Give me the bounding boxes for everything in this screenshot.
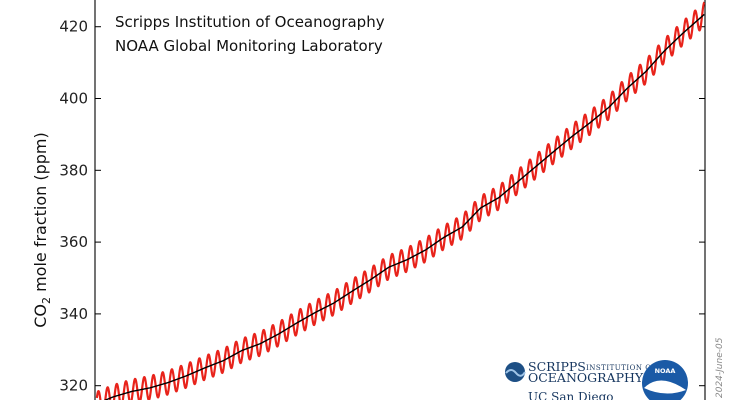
- date-stamp: 2024-June-05: [715, 337, 725, 398]
- noaa-bird-icon: [644, 380, 686, 394]
- scripps-oceanography: OCEANOGRAPHY: [528, 370, 644, 385]
- noaa-text: NOAA: [655, 367, 676, 375]
- y-tick-label: 360: [59, 233, 88, 251]
- y-tick-label: 320: [59, 377, 88, 395]
- y-tick-label: 340: [59, 305, 88, 323]
- credit-line-2: NOAA Global Monitoring Laboratory: [115, 37, 383, 55]
- plot-area: [95, 1, 706, 400]
- y-tick-label: 380: [59, 161, 88, 179]
- credit-line-1: Scripps Institution of Oceanography: [115, 13, 385, 31]
- y-tick-label: 420: [59, 18, 88, 36]
- series-monthly-line: [95, 1, 706, 400]
- scripps-logo: SCRIPPS INSTITUTION OF OCEANOGRAPHY UC S…: [505, 359, 657, 400]
- ucsd-wordmark: UC San Diego: [528, 390, 614, 400]
- noaa-logo: NOAA: [642, 360, 688, 400]
- y-axis-label: CO2 mole fraction (ppm): [31, 132, 53, 328]
- scripps-globe-wave: [505, 369, 526, 377]
- scripps-wordmark: SCRIPPS: [528, 359, 586, 374]
- series-trend-line: [103, 13, 705, 400]
- y-tick-label: 400: [59, 90, 88, 108]
- scripps-institution: INSTITUTION OF: [586, 364, 657, 372]
- y-axis: 320 340 360 380 400 420: [59, 18, 705, 395]
- plot-frame: [94, 0, 706, 400]
